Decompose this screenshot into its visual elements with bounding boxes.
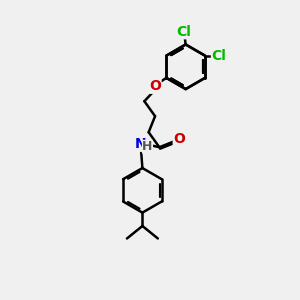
Text: O: O	[149, 79, 161, 93]
Text: Cl: Cl	[177, 25, 192, 39]
Text: N: N	[135, 137, 147, 151]
Text: O: O	[173, 132, 185, 146]
Text: H: H	[142, 140, 153, 153]
Text: Cl: Cl	[212, 49, 226, 63]
